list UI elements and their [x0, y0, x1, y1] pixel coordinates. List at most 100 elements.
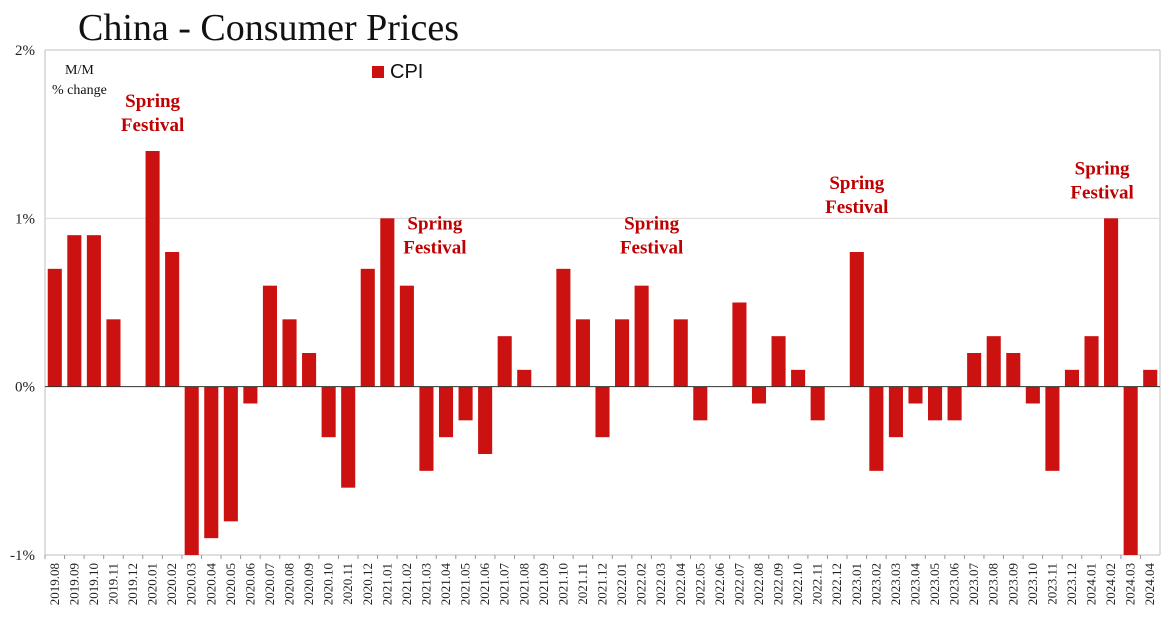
x-tick-label-2021-06: 2021.06	[477, 563, 492, 606]
x-tick-label-2021-10: 2021.10	[555, 563, 570, 605]
annotation-2023-01: Spring Festival	[825, 173, 888, 218]
annotation-line: Festival	[403, 238, 466, 259]
x-tick-label-2021-08: 2021.08	[516, 563, 531, 605]
x-tick-label-2021-02: 2021.02	[399, 563, 414, 605]
x-tick-label-2022-09: 2022.09	[771, 563, 786, 605]
bar-2019-11	[106, 319, 121, 387]
annotation-2022-02: Spring Festival	[620, 214, 683, 259]
x-tick-label-2020-11: 2020.11	[340, 563, 355, 605]
bar-2019-09	[67, 235, 82, 387]
y-axis-label-line-2: % change	[52, 83, 107, 98]
x-tick-label-2023-10: 2023.10	[1025, 563, 1040, 605]
bar-2024-04	[1143, 369, 1158, 387]
annotation-line: Spring	[829, 173, 884, 194]
annotation-line: Spring	[624, 214, 679, 235]
x-tick-label-2024-01: 2024.01	[1084, 563, 1099, 605]
bar-2021-10	[556, 268, 571, 387]
x-tick-label-2019-09: 2019.09	[66, 563, 81, 605]
bar-2020-04	[204, 386, 219, 539]
annotation-2020-01: Spring Festival	[121, 91, 184, 136]
x-tick-label-2021-07: 2021.07	[497, 563, 512, 606]
annotation-2024-02: Spring Festival	[1070, 158, 1133, 203]
x-tick-label-2022-05: 2022.05	[692, 563, 707, 605]
bar-2023-06	[947, 386, 962, 421]
bar-2021-08	[517, 369, 532, 387]
x-tick-label-2020-08: 2020.08	[282, 563, 297, 605]
x-tick-label-2020-01: 2020.01	[145, 563, 160, 605]
annotation-line: Festival	[825, 197, 888, 218]
x-tick-label-2021-04: 2021.04	[438, 563, 453, 606]
annotation-line: Festival	[1070, 182, 1133, 203]
bar-2022-02	[634, 285, 649, 387]
x-tick-label-2020-05: 2020.05	[223, 563, 238, 605]
x-tick-label-2023-04: 2023.04	[907, 563, 922, 606]
x-tick-label-2022-04: 2022.04	[673, 563, 688, 606]
x-tick-label-2020-12: 2020.12	[360, 563, 375, 605]
bar-2022-05	[693, 386, 708, 421]
bar-2020-01	[145, 151, 160, 387]
bar-2020-08	[282, 319, 297, 387]
annotation-line: Spring	[125, 91, 180, 112]
bar-2023-01	[849, 252, 864, 387]
x-tick-label-2021-09: 2021.09	[536, 563, 551, 605]
x-tick-label-2023-06: 2023.06	[947, 563, 962, 606]
bar-2023-04	[908, 386, 923, 404]
bar-2020-09	[302, 353, 317, 387]
x-tick-label-2023-12: 2023.12	[1064, 563, 1079, 605]
x-tick-label-2020-02: 2020.02	[164, 563, 179, 605]
bar-2019-08	[47, 268, 62, 387]
y-tick-label: 2%	[15, 43, 35, 59]
x-tick-label-2023-02: 2023.02	[868, 563, 883, 605]
bar-2022-08	[751, 386, 767, 404]
bar-2023-10	[1025, 386, 1040, 404]
x-tick-label-2020-10: 2020.10	[321, 563, 336, 605]
legend-label: CPI	[390, 61, 423, 83]
x-tick-label-2024-02: 2024.02	[1103, 563, 1118, 605]
x-tick-label-2023-08: 2023.08	[986, 563, 1001, 605]
x-tick-label-2021-01: 2021.01	[379, 563, 394, 605]
annotation-line: Festival	[620, 238, 683, 259]
bar-2023-03	[888, 386, 903, 438]
y-axis-label-line-1: M/M	[65, 63, 94, 78]
bar-2022-07	[732, 302, 747, 387]
bar-2022-01	[615, 319, 630, 387]
bar-2021-12	[595, 386, 610, 438]
bar-2021-03	[419, 386, 434, 471]
bar-2021-05	[458, 386, 473, 421]
bar-2020-02	[165, 252, 180, 387]
bar-2023-09	[1006, 353, 1021, 387]
bar-2021-11	[575, 319, 590, 387]
x-tick-label-2021-12: 2021.12	[595, 563, 610, 605]
x-tick-label-2019-10: 2019.10	[86, 563, 101, 605]
x-tick-label-2024-03: 2024.03	[1123, 563, 1138, 605]
x-tick-label-2021-11: 2021.11	[575, 563, 590, 605]
bar-2021-04	[438, 386, 454, 438]
x-tick-label-2020-07: 2020.07	[262, 563, 277, 606]
bar-2023-07	[967, 353, 982, 387]
x-tick-label-2022-11: 2022.11	[810, 563, 825, 605]
x-tick-label-2020-09: 2020.09	[301, 563, 316, 605]
bar-2020-06	[243, 386, 258, 404]
x-tick-label-2022-06: 2022.06	[712, 563, 727, 606]
x-tick-label-2019-08: 2019.08	[47, 563, 62, 605]
x-tick-label-2019-11: 2019.11	[105, 563, 120, 605]
bar-2020-10	[321, 386, 336, 438]
x-tick-label-2023-01: 2023.01	[849, 563, 864, 605]
x-tick-label-2022-01: 2022.01	[614, 563, 629, 605]
x-tick-label-2022-12: 2022.12	[829, 563, 844, 605]
bar-2024-03	[1123, 386, 1138, 555]
x-tick-label-2024-04: 2024.04	[1142, 563, 1157, 606]
bars	[47, 151, 1158, 555]
y-tick-label: 1%	[15, 211, 35, 227]
bar-2020-07	[262, 285, 277, 387]
bar-2019-10	[86, 235, 101, 387]
x-tick-label-2020-04: 2020.04	[203, 563, 218, 606]
x-tick-label-2023-05: 2023.05	[927, 563, 942, 605]
annotation-line: Festival	[121, 115, 184, 136]
bar-2024-01	[1084, 336, 1099, 387]
x-tick-label-2019-12: 2019.12	[125, 563, 140, 605]
bar-2023-12	[1064, 369, 1080, 387]
bar-2023-05	[928, 386, 943, 421]
plot-area	[44, 49, 1161, 556]
